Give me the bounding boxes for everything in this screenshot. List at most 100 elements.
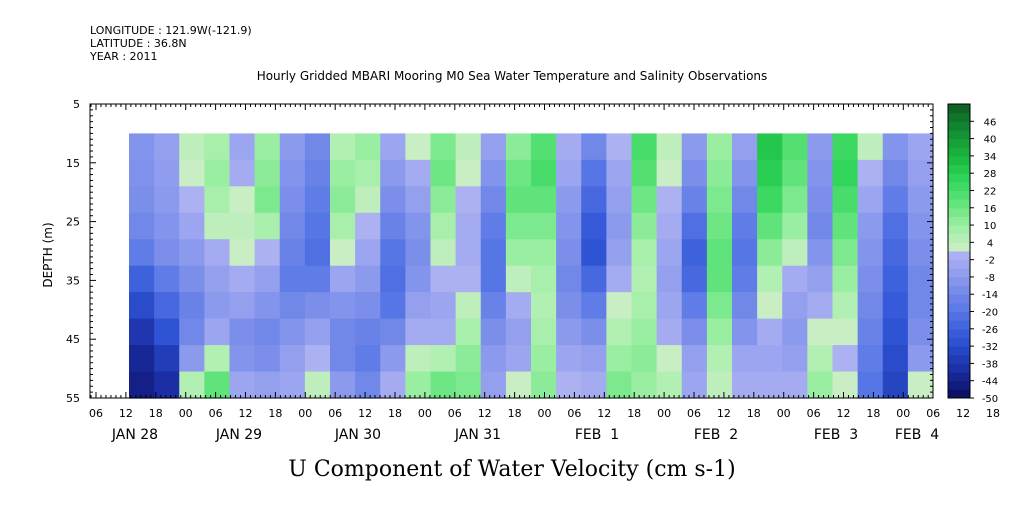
heatmap-cell [129,133,155,161]
heatmap-cell [681,371,708,399]
heatmap-cell [505,265,532,293]
heatmap-cell [732,265,758,293]
heatmap-cell [757,133,783,161]
heatmap-cell [581,371,607,399]
heatmap-cell [631,239,658,267]
heatmap-cell [204,159,231,187]
heatmap-cell [204,345,231,373]
heatmap-cell [556,159,582,187]
x-tick-label: 18 [268,407,282,420]
heatmap-cell [757,239,783,267]
heatmap-cell [304,159,331,187]
colorbar-swatch [948,104,970,114]
heatmap-cell [531,292,557,320]
colorbar: 46 40 34 28 22 16 10 4 -2 -8 -14 -20 -26 -32 -38 -44 -50 [947,103,998,405]
heatmap-cell [832,292,859,320]
heatmap-cell [757,186,783,214]
heatmap-cell [581,345,607,373]
heatmap-cell [480,265,507,293]
colorbar-swatch [948,354,970,364]
heatmap-cell [129,345,155,373]
heatmap-cell [204,371,231,399]
heatmap-cell [681,265,708,293]
heatmap-cell [681,345,708,373]
colorbar-swatch [948,164,970,174]
colorbar-label: 22 [984,186,997,197]
heatmap-cell [355,371,381,399]
heatmap-cell [782,186,808,214]
colorbar-swatch [948,138,970,148]
heatmap-cell [807,239,834,267]
heatmap-cell [430,318,457,346]
heatmap-cell [405,133,432,161]
heatmap-cell [355,159,381,187]
heatmap-cell [782,292,808,320]
colorbar-label: 16 [984,204,997,215]
heatmap-cell [907,133,934,161]
heatmap-cell [304,186,331,214]
heatmap-cell [179,265,205,293]
heatmap-cell [154,265,180,293]
x-tick-label: 06 [926,407,940,420]
heatmap-cell [480,239,507,267]
heatmap-cell [129,159,155,187]
longitude-label: LONGITUDE : 121.9W(-121.9) [90,24,252,37]
x-tick-label: 12 [837,407,851,420]
heatmap-cell [907,159,934,187]
heatmap-cell [857,292,884,320]
colorbar-swatch [948,328,970,338]
heatmap-cell [129,239,155,267]
heatmap-cell [179,212,205,240]
heatmap-cell [154,239,180,267]
heatmap-cell [681,292,708,320]
heatmap-cell [782,212,808,240]
heatmap-cell [882,345,909,373]
x-tick-label: 00 [418,407,432,420]
heatmap-cell [304,318,331,346]
colorbar-label: -20 [982,308,998,319]
heatmap-cell [505,239,532,267]
heatmap-cell [405,265,432,293]
heatmap-cell [405,212,432,240]
heatmap-cell [531,239,557,267]
heatmap-cell [606,318,633,346]
heatmap-cell [581,265,607,293]
colorbar-swatch [948,147,970,157]
heatmap-cell [732,133,758,161]
x-tick-label: 06 [209,407,223,420]
heatmap-cell [556,345,582,373]
heatmap-cell [732,212,758,240]
x-tick-label: 00 [538,407,552,420]
heatmap-cell [254,133,281,161]
x-tick-label: 18 [508,407,522,420]
heatmap-cell [204,133,231,161]
heatmap-cell [857,159,884,187]
heatmap-cell [405,186,432,214]
heatmap-cell [229,239,256,267]
heatmap-cell [279,186,306,214]
heatmap-cell [405,239,432,267]
heatmap-cell [757,265,783,293]
heatmap-cell [631,212,658,240]
heatmap-cell [229,345,256,373]
heatmap-cell [556,292,582,320]
colorbar-label: -44 [982,377,998,388]
heatmap-cell [782,371,808,399]
colorbar-swatch [948,346,970,356]
heatmap-cell [229,133,256,161]
heatmap-cell [279,239,306,267]
heatmap-cell [606,133,633,161]
heatmap-cell [154,318,180,346]
heatmap-cell [505,345,532,373]
heatmap-cell [782,133,808,161]
heatmap-cell [606,159,633,187]
heatmap-cell [757,159,783,187]
heatmap-cell [229,318,256,346]
x-day-label: JAN 30 [334,427,381,443]
heatmap-cell [480,318,507,346]
heatmap-cell [706,239,733,267]
heatmap-cell [430,212,457,240]
heatmap-cell [405,345,432,373]
x-tick-label: 00 [777,407,791,420]
heatmap-cell [179,239,205,267]
